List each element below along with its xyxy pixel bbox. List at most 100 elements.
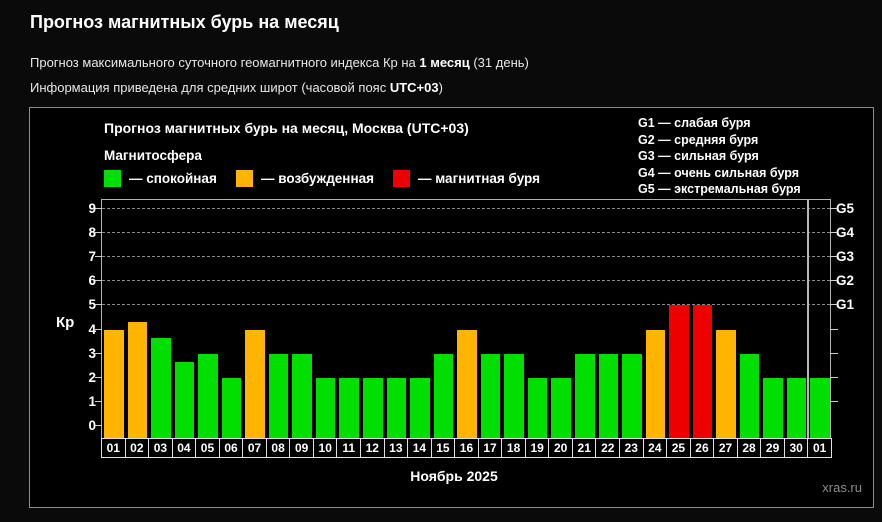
bar-day-17 [480,353,501,438]
bar-day-11 [339,377,360,438]
y-tick-left-1 [95,400,102,402]
day-cell-13-14: 14 [407,438,432,458]
bar-day-03 [151,337,171,438]
bar-day-19 [527,377,548,438]
gridline-kp-6 [102,280,830,282]
bar-day-05 [198,353,218,438]
y-tick-left-2 [95,376,102,378]
y-tick-label-4: 4 [88,321,96,337]
g-axis-label-g3: G3 [836,249,855,265]
day-cell-0-01: 01 [101,438,126,458]
info-suffix: ) [438,80,443,95]
x-axis-label: Ноябрь 2025 [410,468,498,484]
subtitle-bold: 1 месяц [419,55,470,70]
day-cell-30-01: 01 [807,438,832,458]
info-bold: UTC+03 [389,80,439,95]
bar-day-29 [763,377,783,438]
day-cell-20-21: 21 [571,438,597,458]
bar-day-25 [669,305,689,438]
watermark: xras.ru [822,480,862,495]
day-cell-12-13: 13 [383,438,409,458]
month-separator [807,200,810,439]
day-cell-16-17: 17 [477,438,503,458]
y-tick-right-2 [830,376,838,378]
y-tick-label-5: 5 [88,297,96,313]
day-cell-4-05: 05 [195,438,220,458]
quiet-swatch-icon [104,170,121,187]
day-cell-5-06: 06 [218,438,244,458]
subtitle-suffix: (31 день) [469,55,529,70]
unsettled-swatch-icon [236,170,253,187]
bar-day-08 [268,353,289,438]
y-tick-left-7 [95,256,102,258]
y-tick-label-7: 7 [88,249,96,265]
subtitle: Прогноз максимального суточного геомагни… [30,55,529,70]
day-cell-10-11: 11 [336,438,362,458]
bar-day-14 [410,377,430,438]
bar-day-15 [433,353,454,438]
g-axis-label-g2: G2 [836,273,855,289]
day-cell-19-20: 20 [548,438,573,458]
y-tick-label-0: 0 [88,418,96,433]
legend-label-unsettled: — возбужденная [261,171,374,186]
day-cell-6-07: 07 [242,438,267,458]
page-title: Прогноз магнитных бурь на месяц [30,12,339,32]
day-cell-24-25: 25 [666,438,691,458]
gridline-kp-8 [102,232,830,234]
g-axis-label-g5: G5 [836,201,855,216]
storm-swatch-icon [393,170,410,187]
plot-area: 0 1 2 3 4 5 G1 6 G2 7 G3 8 G4 9 G5 [88,199,854,439]
y-tick-label-9: 9 [88,201,96,216]
day-cell-28-29: 29 [760,438,785,458]
day-cell-27-28: 28 [736,438,762,458]
y-tick-left-3 [95,352,102,354]
y-tick-right-5 [830,304,838,306]
legend-item-storm: — магнитная буря [393,170,540,187]
day-cell-8-09: 09 [289,438,314,458]
day-cell-25-26: 26 [689,438,715,458]
y-tick-right-1 [830,400,838,402]
bar-day-20 [551,377,571,438]
bar-day-26 [692,305,713,438]
bar-day-22 [598,353,619,438]
legend-label-quiet: — спокойная [129,171,217,186]
g-axis-label-g1: G1 [836,297,855,313]
bar-day-16 [457,329,477,438]
y-tick-label-8: 8 [88,225,96,241]
bar-day-02 [127,321,148,438]
y-axis-label: Кр [56,314,75,331]
y-tick-left-8 [95,232,102,234]
info-text: Информация приведена для средних широт (… [30,80,390,95]
g-scale-legend: G1 — слабая буря G2 — средняя буря G3 — … [638,115,801,198]
legend-label-storm: — магнитная буря [418,171,540,186]
bar-day-10 [315,377,336,438]
y-tick-label-3: 3 [88,345,96,361]
day-cell-7-08: 08 [265,438,291,458]
day-cell-14-15: 15 [430,438,456,458]
bar-day-07 [245,329,265,438]
g-axis-label-g4: G4 [836,225,855,241]
day-cell-15-16: 16 [454,438,479,458]
g-legend-line-4: G4 — очень сильная буря [638,165,799,180]
bar-day-01 [810,377,830,438]
day-cell-18-19: 19 [524,438,550,458]
y-tick-right-6 [830,280,838,282]
y-tick-right-8 [830,232,838,234]
g-legend-line-3: G3 — сильная буря [638,149,759,163]
y-tick-right-3 [830,352,838,354]
legend-item-unsettled: — возбужденная [236,170,374,187]
bar-day-01 [104,329,124,438]
bar-day-28 [739,353,760,438]
day-cell-21-22: 22 [595,438,621,458]
bar-day-23 [622,353,642,438]
bar-day-30 [786,377,807,438]
y-tick-right-7 [830,256,838,258]
day-cell-1-02: 02 [124,438,150,458]
y-tick-left-9 [95,208,102,209]
bar-day-04 [174,361,195,438]
day-cell-2-03: 03 [148,438,173,458]
y-tick-label-1: 1 [88,393,96,409]
legend-title: Магнитосфера [104,148,202,163]
info-line: Информация приведена для средних широт (… [30,80,443,95]
y-tick-left-0 [95,425,102,426]
